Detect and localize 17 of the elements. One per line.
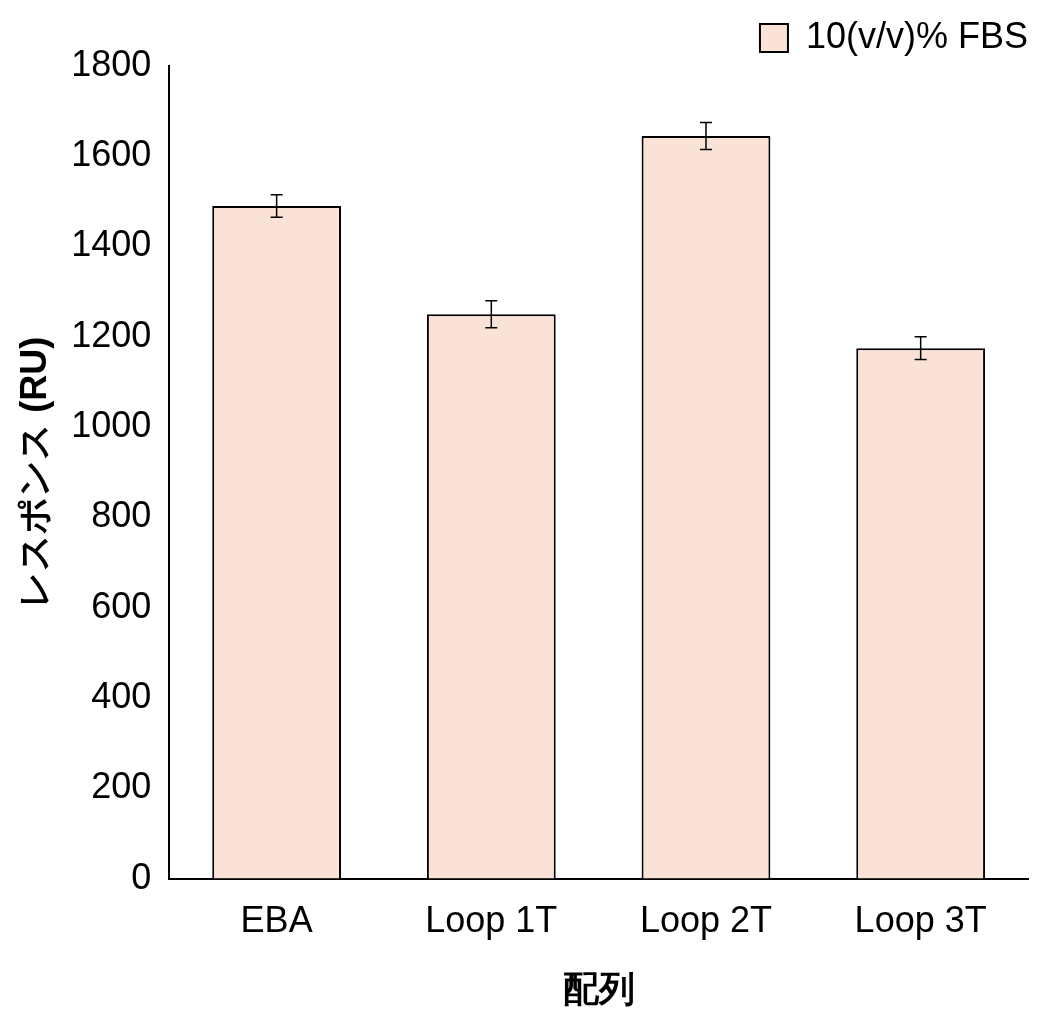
y-tick-label: 600	[91, 584, 152, 626]
x-tick-label: Loop 2T	[639, 899, 773, 941]
x-axis-title: 配列	[562, 968, 635, 1010]
legend-label: 10(v/v)% FBS	[805, 14, 1028, 56]
y-tick-label: 200	[91, 765, 152, 807]
y-tick-label: 800	[91, 494, 152, 536]
x-tick-label: Loop 1T	[425, 899, 558, 941]
y-tick-label: 0	[131, 855, 152, 897]
y-tick-label: 1400	[71, 223, 152, 265]
y-tick-label: 1200	[71, 313, 152, 355]
x-tick-label: EBA	[240, 899, 313, 941]
y-axis-title: レスポンス (RU)	[12, 336, 54, 608]
y-tick-label: 1000	[71, 404, 152, 446]
y-tick-label: 1800	[71, 42, 152, 84]
y-tick-label: 1600	[71, 133, 152, 175]
y-tick-label: 400	[91, 674, 152, 716]
x-tick-label: Loop 3T	[854, 899, 987, 941]
